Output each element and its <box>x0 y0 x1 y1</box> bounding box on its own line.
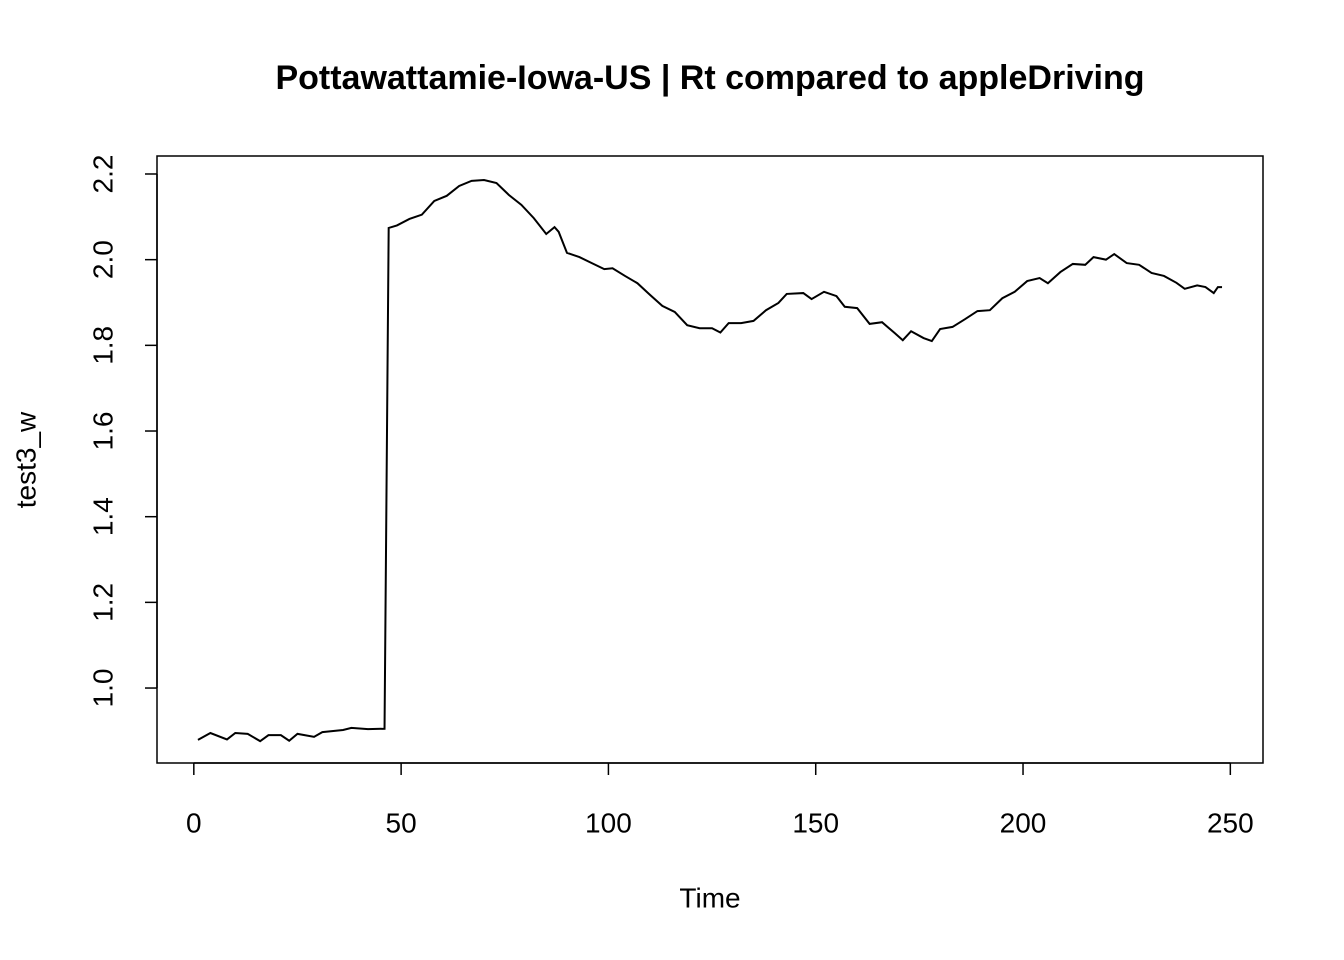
x-axis-label: Time <box>679 882 740 913</box>
x-tick-label: 200 <box>1000 807 1047 838</box>
x-tick-label: 100 <box>585 807 632 838</box>
y-tick-label: 1.6 <box>87 412 118 451</box>
chart-title: Pottawattamie-Iowa-US | Rt compared to a… <box>275 59 1144 97</box>
y-tick-label: 1.8 <box>87 326 118 365</box>
y-axis-label: test3_w <box>10 411 41 508</box>
y-tick-label: 2.0 <box>87 240 118 279</box>
y-tick-label: 1.0 <box>87 669 118 708</box>
data-line <box>197 178 1223 743</box>
plot-box <box>156 155 1264 764</box>
x-tick-label: 0 <box>186 807 202 838</box>
x-tick-label: 50 <box>386 807 417 838</box>
y-tick-label: 1.4 <box>87 497 118 536</box>
y-tick-label: 1.2 <box>87 583 118 622</box>
x-tick-label: 250 <box>1207 807 1254 838</box>
x-tick-label: 150 <box>792 807 839 838</box>
y-tick-label: 2.2 <box>87 155 118 194</box>
